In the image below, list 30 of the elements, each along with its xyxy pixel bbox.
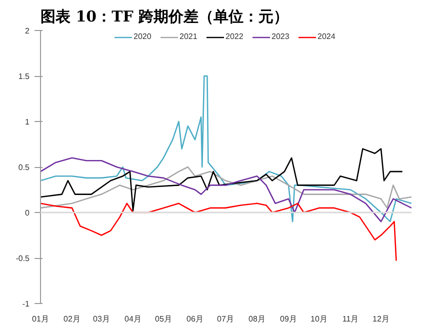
x-tick-label: 04月 (124, 314, 142, 324)
y-tick-label: 0.5 (18, 163, 30, 172)
x-tick-label: 03月 (93, 314, 110, 324)
line-series (40, 157, 412, 222)
x-tick-label: 02月 (64, 314, 80, 324)
x-tick-label: 10月 (310, 314, 328, 324)
legend-label: 2023 (272, 32, 290, 41)
x-tick-label: 11月 (342, 314, 359, 324)
y-tick-label: 0 (25, 208, 30, 218)
y-tick-label: 1.5 (18, 72, 30, 81)
line-series (40, 148, 403, 212)
x-tick-label: 06月 (186, 314, 204, 324)
x-tick-label: 07月 (217, 314, 234, 324)
y-tick-label: -1 (22, 300, 30, 308)
line-series (40, 75, 412, 222)
y-tick-label: -0.5 (16, 254, 30, 263)
x-tick-label: 01月 (32, 314, 49, 324)
chart-title: 图表 10：TF 跨期价差（单位：元） (40, 8, 289, 26)
y-tick-label: 2 (25, 26, 30, 36)
legend-label: 2021 (180, 32, 198, 41)
x-tick-label: 05月 (155, 314, 172, 324)
x-tick-label: 09月 (280, 314, 297, 324)
legend-label: 2024 (318, 32, 336, 41)
x-tick-label: 12月 (372, 314, 390, 324)
x-tick-label: 08月 (248, 314, 266, 324)
line-series (40, 166, 412, 209)
legend-label: 2020 (134, 32, 152, 41)
y-tick-label: 1 (25, 118, 30, 126)
legend-label: 2022 (226, 32, 244, 41)
line-series (40, 202, 397, 262)
